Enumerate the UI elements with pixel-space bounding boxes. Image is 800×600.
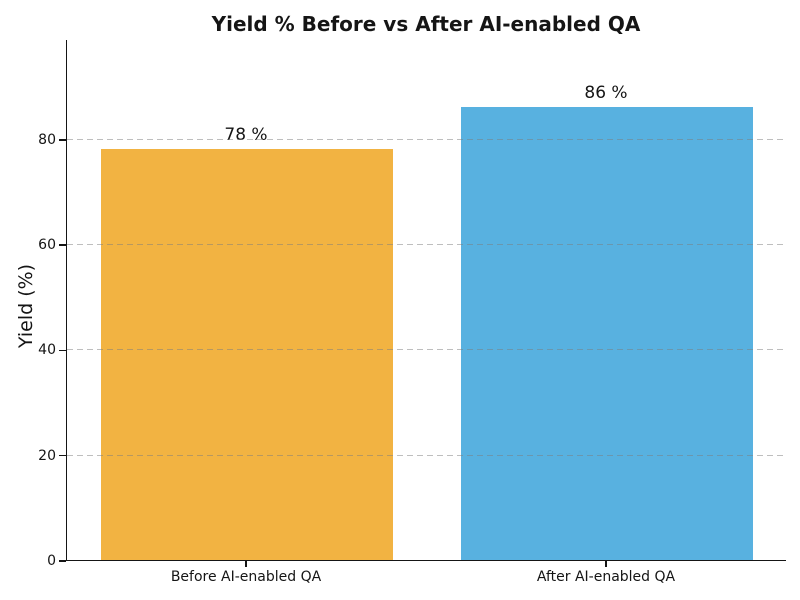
x-tick-label: Before AI-enabled QA <box>170 569 322 585</box>
bar-value-label: 78 % <box>224 125 268 146</box>
y-axis-label: Yield (%) <box>15 263 37 349</box>
y-tick-label: 20 <box>38 447 56 464</box>
y-tick-mark <box>59 454 66 457</box>
y-tick-mark <box>59 244 66 246</box>
chart-title: Yield % Before vs After AI-enabled QA <box>211 12 641 36</box>
y-tick-mark <box>59 349 66 352</box>
y-tick-label: 40 <box>38 342 56 359</box>
y-tick-mark <box>59 560 66 562</box>
bar <box>461 107 753 560</box>
plot-area <box>66 40 786 561</box>
y-tick-label: 80 <box>38 131 56 148</box>
bar <box>101 149 393 560</box>
y-tick-mark <box>59 139 66 141</box>
bars-layer <box>67 40 786 560</box>
x-tick-label: After AI-enabled QA <box>536 569 676 585</box>
x-tick-mark <box>605 561 607 567</box>
y-tick-label: 60 <box>38 237 56 254</box>
x-tick-mark <box>245 561 247 567</box>
y-tick-label: 0 <box>47 553 56 569</box>
bar-value-label: 86 % <box>584 83 628 104</box>
